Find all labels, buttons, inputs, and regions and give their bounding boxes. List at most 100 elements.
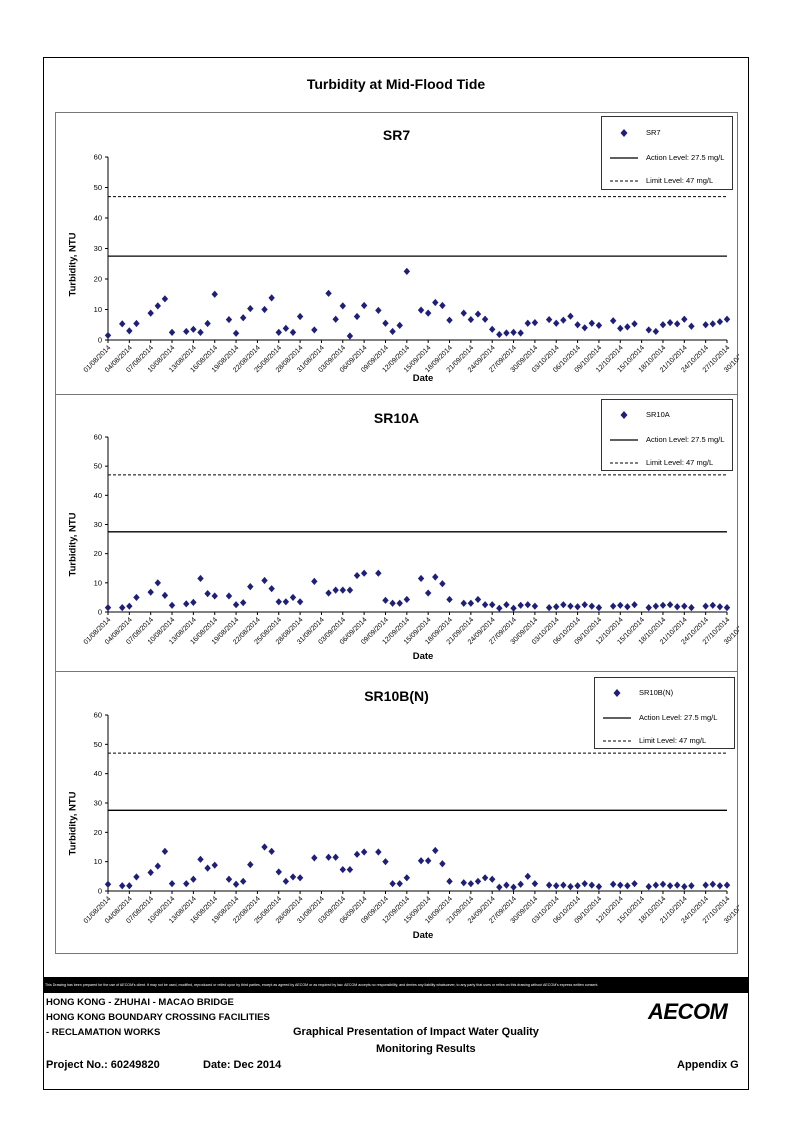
page-title: Turbidity at Mid-Flood Tide [306,76,486,92]
data-point [424,309,432,317]
data-point [553,319,560,327]
data-point [631,320,638,328]
data-point [524,319,531,327]
data-point [247,861,254,869]
data-point [375,569,382,577]
data-point [659,601,667,609]
legend-limit-label: Limit Level: 47 mg/L [646,458,714,467]
data-point [659,321,667,329]
data-point [481,315,489,323]
chart-legend: SR7 Action Level: 27.5 mg/L Limit Level:… [601,116,733,190]
y-axis-label: Turbidity, NTU [67,791,79,856]
data-point [190,875,197,883]
data-point [147,868,154,877]
data-point [268,294,275,302]
data-point [232,329,240,337]
legend-limit-label: Limit Level: 47 mg/L [639,736,707,745]
data-point [510,328,517,336]
data-point [581,324,588,332]
data-point [496,604,503,612]
data-point [503,601,510,609]
data-point [681,883,688,891]
data-point [553,882,560,890]
data-point [631,601,638,609]
data-point [432,846,439,855]
data-point [126,602,133,610]
data-point [296,598,304,606]
data-point [382,858,389,866]
x-axis-label: Date [412,373,434,384]
data-point [666,882,674,890]
data-point [666,601,674,609]
data-point [261,305,268,314]
document-title-line-1: Graphical Presentation of Impact Water Q… [293,1026,539,1038]
data-point [567,602,574,610]
data-point [581,880,588,888]
data-point [723,315,731,323]
data-point [673,603,681,611]
data-point [503,881,510,889]
data-point [439,580,446,588]
chart-svg-sr10a: 010203040506001/08/201404/08/201407/08/2… [83,433,739,647]
document-title-line-2: Monitoring Results [376,1043,476,1055]
data-point [389,880,396,888]
legend-limit-label: Limit Level: 47 mg/L [646,176,714,185]
data-point [545,315,553,324]
y-tick-label: 10 [94,578,102,587]
data-point [460,599,467,607]
data-point [183,327,190,336]
data-point [282,598,290,606]
data-point [545,604,553,612]
data-point [325,853,332,861]
data-point [232,880,240,888]
data-point [702,602,709,610]
data-point [645,883,652,891]
data-point [375,306,382,315]
data-point [716,882,724,890]
data-point [560,601,567,609]
data-point [161,847,169,855]
project-number: Project No.: 60249820 [46,1059,160,1071]
data-point [239,314,247,322]
data-point [652,327,660,336]
data-point [360,569,368,577]
data-point [403,874,411,882]
data-point [346,586,354,594]
data-point [709,601,716,609]
data-point [496,883,503,891]
y-tick-label: 60 [94,153,102,162]
data-point [268,847,275,855]
y-axis-label: Turbidity, NTU [67,232,79,297]
data-point [126,327,133,335]
legend-series-label: SR7 [646,128,661,137]
data-point [446,877,453,885]
y-tick-label: 30 [94,244,102,253]
data-point [211,290,218,298]
y-tick-label: 10 [94,857,102,866]
data-point [723,881,731,889]
data-point [609,880,617,888]
data-point [424,857,432,865]
y-tick-label: 60 [94,711,102,720]
data-point [460,309,467,317]
data-point [339,302,346,310]
data-point [346,332,354,340]
data-point [531,880,539,888]
data-point [709,880,716,888]
data-point [588,881,596,889]
y-tick-label: 50 [94,183,102,192]
y-tick-label: 40 [94,769,102,778]
data-point [289,328,297,336]
data-point [282,324,290,333]
data-point [417,306,425,314]
y-tick-label: 50 [94,740,102,749]
data-point [289,873,297,881]
data-point [332,586,339,594]
data-point [417,574,425,583]
legend-action-label: Action Level: 27.5 mg/L [646,435,725,444]
data-point [339,865,346,874]
data-point [332,853,339,861]
data-point [446,595,453,604]
data-point [489,325,496,333]
data-point [311,854,318,862]
